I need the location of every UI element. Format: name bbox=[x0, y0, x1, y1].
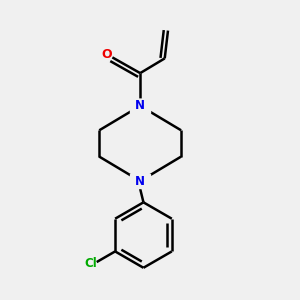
Text: N: N bbox=[135, 175, 145, 188]
Bar bbox=[130, 174, 150, 188]
Bar bbox=[130, 99, 150, 113]
Text: N: N bbox=[135, 99, 145, 112]
Text: O: O bbox=[101, 48, 112, 61]
Text: Cl: Cl bbox=[84, 257, 97, 270]
